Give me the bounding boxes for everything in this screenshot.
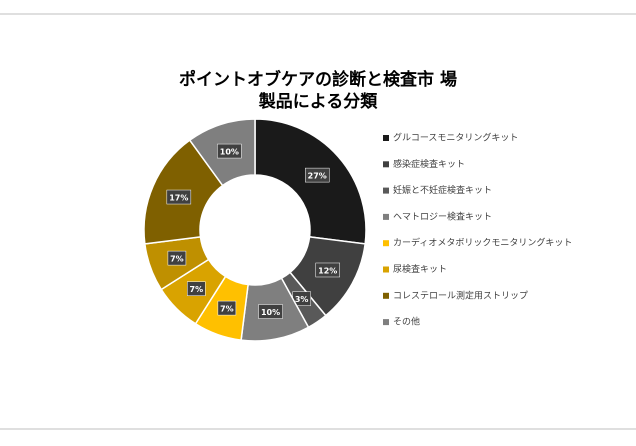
legend-label: 尿検査キット [393,263,447,275]
chart-title: ポイントオブケアの診断と検査市 場 [179,69,457,90]
chart-title: 製品による分類 [258,91,378,112]
legend-swatch [383,213,389,220]
legend-label: ヘマトロジー検査キット [393,210,492,222]
legend-label: カーディオメタボリックモニタリングキット [393,237,572,249]
data-label: 7% [220,305,234,314]
legend-label: コレステロール測定用ストリップ [393,289,528,301]
data-label-box [217,143,242,159]
data-label-box [305,167,330,183]
legend-swatch [383,161,389,168]
data-label-box [315,262,340,278]
legend-label: その他 [393,316,420,328]
data-label: 10% [261,308,280,317]
data-label: 12% [318,266,337,275]
legend-swatch [383,292,389,299]
data-label: 7% [190,285,204,294]
legend-swatch [383,266,389,273]
data-label-box [217,300,237,316]
data-label: 10% [220,148,239,157]
legend-swatch [383,187,389,194]
legend-label: 感染症検査キット [393,158,465,170]
data-label-box [166,189,192,205]
legend-swatch [383,319,389,326]
data-label-box [258,304,283,319]
data-label: 7% [170,255,184,264]
legend-swatch [383,240,389,247]
data-label: 17% [169,194,188,203]
legend-swatch [383,135,389,141]
data-label: 27% [308,172,327,181]
legend-label: グルコースモニタリングキット [393,132,518,144]
data-label-box [187,281,206,296]
data-label-box [167,250,187,266]
data-label: 3% [295,295,309,304]
legend-label: 妊娠と不妊症検査キット [393,184,492,196]
